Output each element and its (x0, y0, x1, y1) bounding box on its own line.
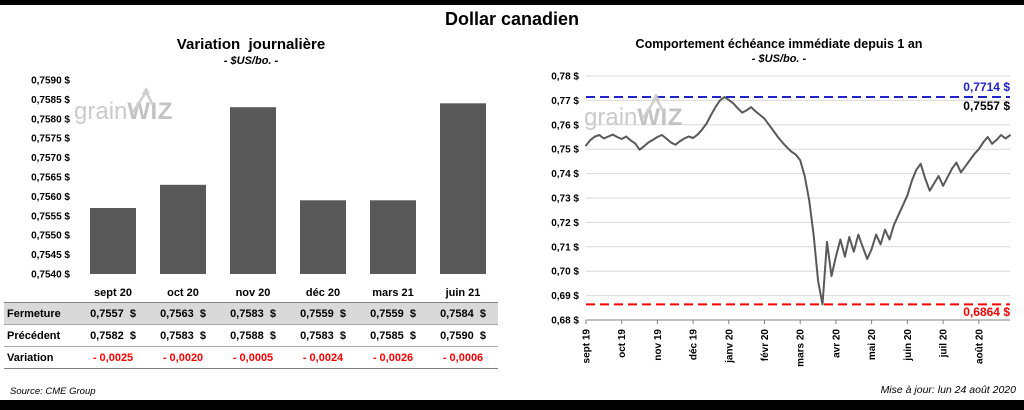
y-tick-label: 0,7545 $ (31, 250, 70, 261)
x-tick-label: mars 20 (796, 329, 807, 367)
table-row-variation: Variation - 0,0025 - 0,0020 - 0,0005 - 0… (4, 347, 498, 369)
low-value-label: 0,6864 $ (963, 305, 1010, 319)
y-tick-label: 0,68 $ (551, 316, 579, 327)
left-chart-title: Variation journalière (176, 36, 326, 53)
row-label-fermeture: Fermeture (7, 307, 61, 320)
x-tick-label: mai 20 (867, 329, 878, 361)
price-cell: 0,7584 $ (440, 307, 486, 320)
y-tick-label: 0,74 $ (551, 169, 579, 180)
price-cell: 0,7582 $ (90, 329, 136, 342)
x-tick-label: avr 20 (831, 329, 842, 358)
high-value-label: 0,7714 $ (963, 80, 1010, 94)
y-tick-label: 0,7585 $ (31, 95, 70, 106)
y-tick-label: 0,76 $ (551, 120, 579, 131)
variation-cell: - 0,0006 (442, 351, 484, 364)
y-tick-label: 0,69 $ (551, 291, 579, 302)
y-tick-label: 0,7550 $ (31, 231, 70, 242)
trend-panel: Comportement échéance immédiate depuis 1… (540, 36, 1018, 380)
y-tick-label: 0,7580 $ (31, 114, 70, 125)
variation-cell: - 0,0026 (372, 351, 414, 364)
x-category-label: oct 20 (167, 287, 199, 299)
daily-variation-bar-chart: 0,7540 $ 0,7545 $ 0,7550 $ 0,7555 $ 0,7560 $… (31, 76, 486, 299)
x-category-label: sept 20 (94, 287, 132, 299)
line-chart-area: 0,68 $ 0,69 $ 0,70 $ 0,71 $ 0,72 $ 0,73 $ 0,74… (540, 68, 1018, 380)
y-tick-label: 0,75 $ (551, 145, 579, 156)
bar (300, 200, 346, 274)
variation-cell: - 0,0024 (302, 351, 344, 364)
x-tick-label: févr 20 (760, 329, 771, 362)
page-title: Dollar canadien (444, 9, 580, 29)
y-tick-label: 0,78 $ (551, 72, 579, 83)
bar (90, 208, 136, 274)
x-tick-label: sept 19 (582, 329, 593, 364)
current-value-label: 0,7557 $ (963, 99, 1010, 113)
y-tick-label: 0,7590 $ (31, 76, 70, 87)
price-cell: 0,7559 $ (300, 307, 346, 320)
y-tick-label: 0,72 $ (551, 218, 579, 229)
y-tick-label: 0,7570 $ (31, 153, 70, 164)
y-tick-label: 0,71 $ (551, 242, 579, 253)
price-cell: 0,7563 $ (160, 307, 206, 320)
variation-cell: - 0,0005 (232, 351, 274, 364)
y-tick-label: 0,7560 $ (31, 192, 70, 203)
price-cell: 0,7583 $ (160, 329, 206, 342)
y-tick-label: 0,73 $ (551, 194, 579, 205)
price-cell: 0,7588 $ (230, 329, 276, 342)
price-cell: 0,7583 $ (230, 307, 276, 320)
table-row-precedent: Précédent 0,7582 $ 0,7583 $ 0,7588 $ 0,7… (4, 325, 498, 347)
x-tick-label: oct 19 (617, 329, 628, 358)
x-tick-label: janv 20 (724, 329, 735, 364)
price-cell: 0,7590 $ (440, 329, 486, 342)
bottom-border-bar (0, 400, 1024, 410)
price-table: Fermeture 0,7557 $ 0,7563 $ 0,7583 $ 0,7… (4, 302, 498, 369)
bar (440, 103, 486, 274)
right-chart-title: Comportement échéance immédiate depuis 1… (635, 37, 923, 51)
x-tick-label: août 20 (974, 329, 985, 364)
price-cell: 0,7559 $ (370, 307, 416, 320)
y-tick-label: 0,77 $ (551, 96, 579, 107)
top-border-bar (0, 0, 1024, 5)
x-category-label: nov 20 (236, 287, 271, 299)
right-chart-subtitle: - $US/bo. - (751, 53, 807, 65)
y-tick-label: 0,70 $ (551, 267, 579, 278)
table-row-fermeture: Fermeture 0,7557 $ 0,7563 $ 0,7583 $ 0,7… (4, 303, 498, 325)
bar (230, 107, 276, 274)
trend-line-chart: 0,68 $ 0,69 $ 0,70 $ 0,71 $ 0,72 $ 0,73 $ 0,74… (551, 72, 1011, 367)
price-line (585, 96, 1011, 306)
daily-variation-panel: Variation journalière - $US/bo. - 0,7540… (4, 36, 498, 369)
variation-cell: - 0,0020 (162, 351, 204, 364)
x-category-label: déc 20 (306, 287, 340, 299)
update-note: Mise à jour: lun 24 août 2020 (880, 384, 1016, 396)
variation-cell: - 0,0025 (92, 351, 134, 364)
y-tick-label: 0,7565 $ (31, 173, 70, 184)
price-cell: 0,7583 $ (300, 329, 346, 342)
y-tick-label: 0,7555 $ (31, 211, 70, 222)
bar-chart-area: 0,7540 $ 0,7545 $ 0,7550 $ 0,7555 $ 0,7560 $… (4, 70, 498, 302)
x-category-label: juin 21 (445, 287, 481, 299)
x-tick-label: nov 19 (653, 329, 664, 361)
price-cell: 0,7585 $ (370, 329, 416, 342)
x-tick-label: juil 20 (939, 329, 950, 359)
price-cell: 0,7557 $ (90, 307, 136, 320)
row-label-variation: Variation (7, 351, 54, 364)
x-tick-label: juin 20 (903, 329, 914, 362)
y-tick-label: 0,7540 $ (31, 270, 70, 281)
bar (160, 184, 206, 274)
x-category-label: mars 21 (372, 287, 414, 299)
bar (370, 200, 416, 274)
y-tick-label: 0,7575 $ (31, 134, 70, 145)
row-label-precedent: Précédent (7, 329, 61, 342)
x-tick-label: déc 19 (689, 329, 700, 361)
source-note: Source: CME Group (10, 386, 96, 397)
left-chart-subtitle: - $US/bo. - (223, 55, 279, 67)
